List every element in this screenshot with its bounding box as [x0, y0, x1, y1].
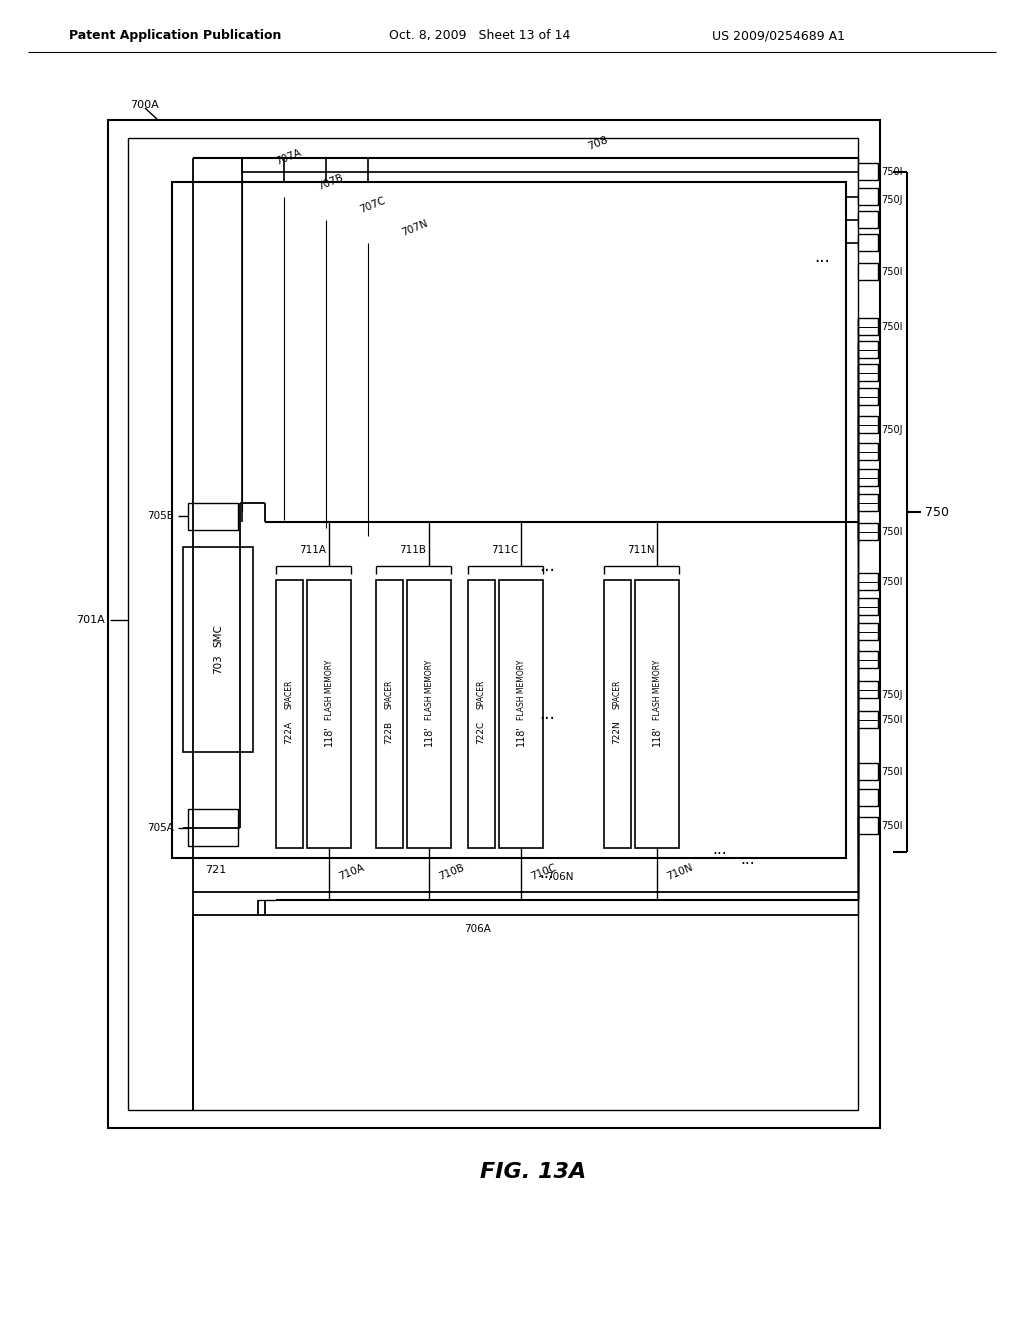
- Bar: [604, 579, 631, 847]
- Text: 118': 118': [324, 726, 334, 746]
- Bar: [108, 120, 880, 1129]
- Bar: [858, 444, 878, 459]
- Bar: [858, 651, 878, 668]
- Text: 707A: 707A: [274, 148, 303, 166]
- Text: 721: 721: [205, 865, 226, 875]
- Text: 707N: 707N: [400, 218, 429, 238]
- Text: 706A: 706A: [465, 924, 492, 935]
- Text: FLASH MEMORY: FLASH MEMORY: [325, 660, 334, 721]
- Bar: [858, 817, 878, 834]
- Text: 750I: 750I: [881, 767, 902, 777]
- Bar: [407, 579, 451, 847]
- Text: 750I: 750I: [881, 322, 902, 333]
- Text: FLASH MEMORY: FLASH MEMORY: [516, 660, 525, 721]
- Text: Patent Application Publication: Patent Application Publication: [69, 29, 282, 42]
- Bar: [858, 341, 878, 358]
- Bar: [858, 162, 878, 180]
- Bar: [635, 579, 679, 847]
- Text: 118': 118': [652, 726, 662, 746]
- Text: 750J: 750J: [881, 690, 902, 700]
- Text: 711B: 711B: [399, 545, 427, 554]
- Text: ...: ...: [539, 557, 555, 576]
- Bar: [858, 681, 878, 698]
- Bar: [858, 364, 878, 381]
- Text: US 2009/0254689 A1: US 2009/0254689 A1: [712, 29, 845, 42]
- Text: Oct. 8, 2009   Sheet 13 of 14: Oct. 8, 2009 Sheet 13 of 14: [389, 29, 570, 42]
- Text: FLASH MEMORY: FLASH MEMORY: [425, 660, 433, 721]
- Text: 705A: 705A: [147, 822, 174, 833]
- Text: 750: 750: [925, 506, 949, 519]
- Bar: [858, 623, 878, 640]
- Bar: [188, 809, 238, 846]
- Text: 703: 703: [213, 655, 223, 675]
- Bar: [858, 573, 878, 590]
- Text: 118': 118': [516, 726, 526, 746]
- Text: 750I: 750I: [881, 168, 902, 177]
- Text: 711A: 711A: [299, 545, 327, 554]
- Text: 722A: 722A: [285, 721, 294, 743]
- Text: SPACER: SPACER: [476, 680, 485, 709]
- Bar: [307, 579, 351, 847]
- Bar: [858, 318, 878, 335]
- Text: 750J: 750J: [881, 425, 902, 436]
- Bar: [128, 139, 858, 1110]
- Bar: [858, 523, 878, 540]
- Text: 706N: 706N: [546, 873, 573, 882]
- Text: 722B: 722B: [384, 721, 393, 743]
- Text: ...: ...: [540, 866, 554, 882]
- Text: 707C: 707C: [358, 195, 387, 215]
- Text: 722N: 722N: [612, 721, 622, 744]
- Bar: [468, 579, 495, 847]
- Bar: [172, 182, 846, 858]
- Bar: [376, 579, 403, 847]
- Bar: [858, 469, 878, 486]
- Text: 711N: 711N: [627, 545, 654, 554]
- Text: ...: ...: [814, 248, 829, 267]
- Bar: [858, 763, 878, 780]
- Text: 750I: 750I: [881, 577, 902, 587]
- Text: SPACER: SPACER: [384, 680, 393, 709]
- Text: SPACER: SPACER: [285, 680, 294, 709]
- Text: 700A: 700A: [130, 100, 159, 110]
- Text: 722C: 722C: [476, 721, 485, 743]
- Bar: [858, 388, 878, 405]
- Bar: [276, 579, 303, 847]
- Bar: [858, 789, 878, 807]
- Bar: [858, 187, 878, 205]
- Bar: [858, 416, 878, 433]
- Bar: [183, 546, 253, 752]
- Text: 750I: 750I: [881, 821, 902, 832]
- Text: 707B: 707B: [316, 173, 345, 191]
- Text: 750J: 750J: [881, 195, 902, 205]
- Text: 708: 708: [587, 135, 609, 152]
- Text: 118': 118': [424, 726, 434, 746]
- Text: SMC: SMC: [213, 624, 223, 647]
- Bar: [858, 263, 878, 280]
- Text: 705B: 705B: [147, 511, 174, 521]
- Text: ...: ...: [740, 853, 756, 867]
- Bar: [499, 579, 543, 847]
- Text: FIG. 13A: FIG. 13A: [480, 1162, 586, 1181]
- Text: 750I: 750I: [881, 715, 902, 725]
- Text: 710A: 710A: [337, 862, 366, 882]
- Text: 750I: 750I: [881, 527, 902, 537]
- Bar: [858, 234, 878, 251]
- Bar: [858, 711, 878, 729]
- Bar: [188, 503, 238, 531]
- Text: 701A: 701A: [76, 615, 105, 624]
- Text: 711C: 711C: [492, 545, 518, 554]
- Bar: [858, 494, 878, 511]
- Bar: [858, 211, 878, 228]
- Text: 710N: 710N: [665, 862, 694, 882]
- Text: SPACER: SPACER: [612, 680, 622, 709]
- Bar: [858, 598, 878, 615]
- Text: 750I: 750I: [881, 267, 902, 277]
- Text: ...: ...: [713, 842, 727, 858]
- Text: 710B: 710B: [437, 862, 466, 882]
- Text: FLASH MEMORY: FLASH MEMORY: [652, 660, 662, 721]
- Text: ...: ...: [539, 705, 555, 723]
- Text: 710C: 710C: [529, 862, 558, 882]
